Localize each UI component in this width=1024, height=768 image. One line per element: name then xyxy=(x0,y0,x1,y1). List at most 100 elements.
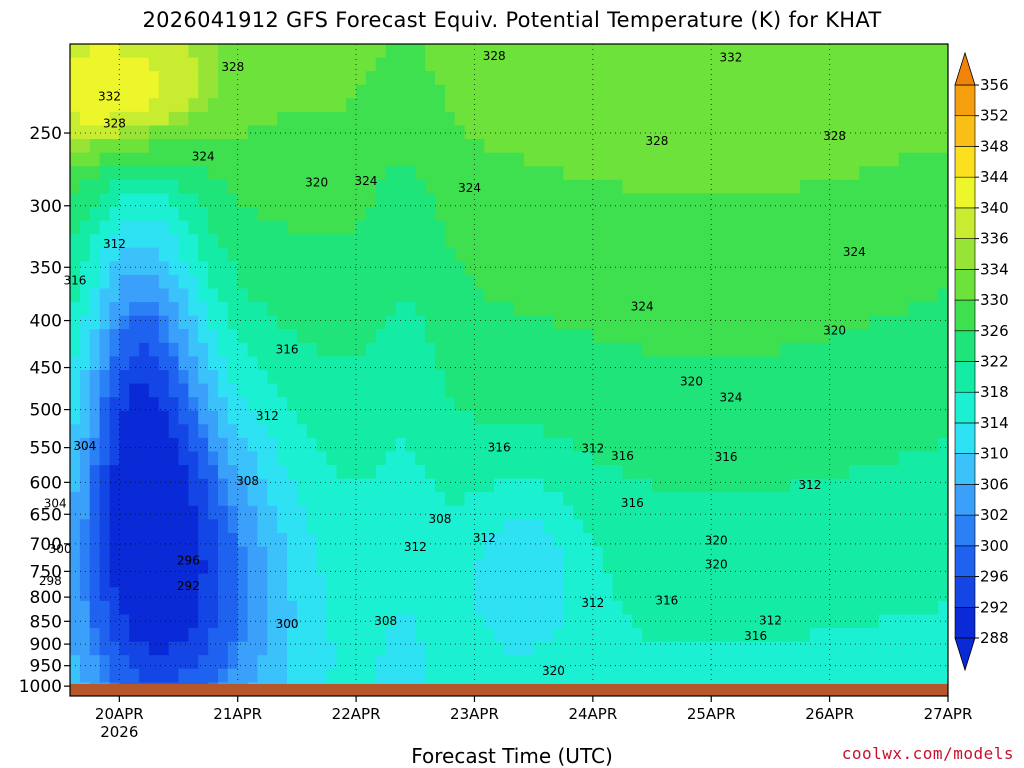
field-cell xyxy=(218,315,229,330)
field-cell xyxy=(109,342,120,357)
field-cell xyxy=(652,166,663,181)
field-cell xyxy=(198,533,209,548)
field-cell xyxy=(375,152,387,167)
field-cell xyxy=(839,628,850,643)
field-cell xyxy=(671,370,683,385)
field-cell xyxy=(878,397,890,412)
field-cell xyxy=(721,288,732,303)
field-cell xyxy=(227,451,239,466)
field-cell xyxy=(533,587,545,602)
field-cell xyxy=(484,668,495,683)
field-cell xyxy=(740,451,752,466)
field-cell xyxy=(642,587,653,602)
field-cell xyxy=(583,478,594,493)
field-cell xyxy=(70,356,81,371)
field-cell xyxy=(267,84,278,99)
field-cell xyxy=(316,234,328,249)
field-cell xyxy=(326,71,337,86)
field-cell xyxy=(819,533,831,548)
field-cell xyxy=(612,356,624,371)
field-cell xyxy=(89,383,101,398)
field-cell xyxy=(632,261,643,276)
field-cell xyxy=(188,533,199,548)
field-cell xyxy=(208,234,219,249)
field-cell xyxy=(346,356,357,371)
field-cell xyxy=(444,71,456,86)
field-cell xyxy=(257,437,268,453)
field-cell xyxy=(573,533,584,548)
field-cell xyxy=(711,437,722,453)
field-cell xyxy=(740,356,752,371)
field-cell xyxy=(405,533,416,548)
field-cell xyxy=(366,329,377,344)
field-cell xyxy=(642,655,653,670)
field-cell xyxy=(790,152,801,167)
field-cell xyxy=(612,546,624,561)
field-cell xyxy=(849,641,860,656)
field-cell xyxy=(405,84,416,99)
field-cell xyxy=(79,628,91,643)
field-cell xyxy=(691,451,702,466)
contour-label: 312 xyxy=(581,441,604,455)
field-cell xyxy=(425,84,436,99)
field-cell xyxy=(504,302,515,317)
field-cell xyxy=(326,478,337,493)
field-cell xyxy=(760,668,772,683)
field-cell xyxy=(277,342,288,357)
field-cell xyxy=(829,111,841,127)
field-cell xyxy=(405,71,416,86)
field-cell xyxy=(356,383,367,398)
field-cell xyxy=(395,560,407,575)
field-cell xyxy=(198,587,209,602)
field-cell xyxy=(415,424,426,439)
field-cell xyxy=(731,356,742,371)
field-cell xyxy=(800,478,811,493)
field-cell xyxy=(208,57,219,72)
field-cell xyxy=(908,71,919,86)
field-cell xyxy=(632,370,643,385)
field-cell xyxy=(612,44,624,59)
field-cell xyxy=(859,342,870,357)
field-cell xyxy=(671,302,683,317)
field-cell xyxy=(336,465,347,480)
field-cell xyxy=(208,573,219,588)
field-cell xyxy=(731,383,742,398)
field-cell xyxy=(878,587,890,602)
field-cell xyxy=(218,356,229,371)
field-cell xyxy=(602,492,614,507)
field-cell xyxy=(316,329,328,344)
field-cell xyxy=(652,207,663,222)
field-cell xyxy=(721,560,732,575)
field-cell xyxy=(168,383,180,398)
field-cell xyxy=(188,139,199,154)
field-cell xyxy=(869,492,880,507)
field-cell xyxy=(474,614,485,629)
contour-label: 296 xyxy=(177,554,200,568)
field-cell xyxy=(681,193,693,208)
field-cell xyxy=(415,519,426,534)
field-cell xyxy=(740,193,752,208)
field-cell xyxy=(435,342,446,357)
field-cell xyxy=(918,247,929,262)
field-cell xyxy=(218,451,229,466)
field-cell xyxy=(257,57,268,72)
field-cell xyxy=(277,668,288,683)
contour-label: 304 xyxy=(44,497,67,511)
field-cell xyxy=(504,370,515,385)
field-cell xyxy=(642,465,653,480)
field-cell xyxy=(632,71,643,86)
field-cell xyxy=(198,519,209,534)
field-cell xyxy=(513,84,525,99)
field-cell xyxy=(849,274,860,290)
field-cell xyxy=(563,329,574,344)
colorbar-segment xyxy=(954,576,976,608)
field-cell xyxy=(336,57,347,72)
field-cell xyxy=(474,505,485,520)
field-cell xyxy=(809,505,821,520)
field-cell xyxy=(267,614,278,629)
field-cell xyxy=(336,315,347,330)
field-cell xyxy=(839,356,850,371)
contour-label: 324 xyxy=(843,245,866,259)
field-cell xyxy=(839,668,850,683)
field-cell xyxy=(622,125,633,140)
